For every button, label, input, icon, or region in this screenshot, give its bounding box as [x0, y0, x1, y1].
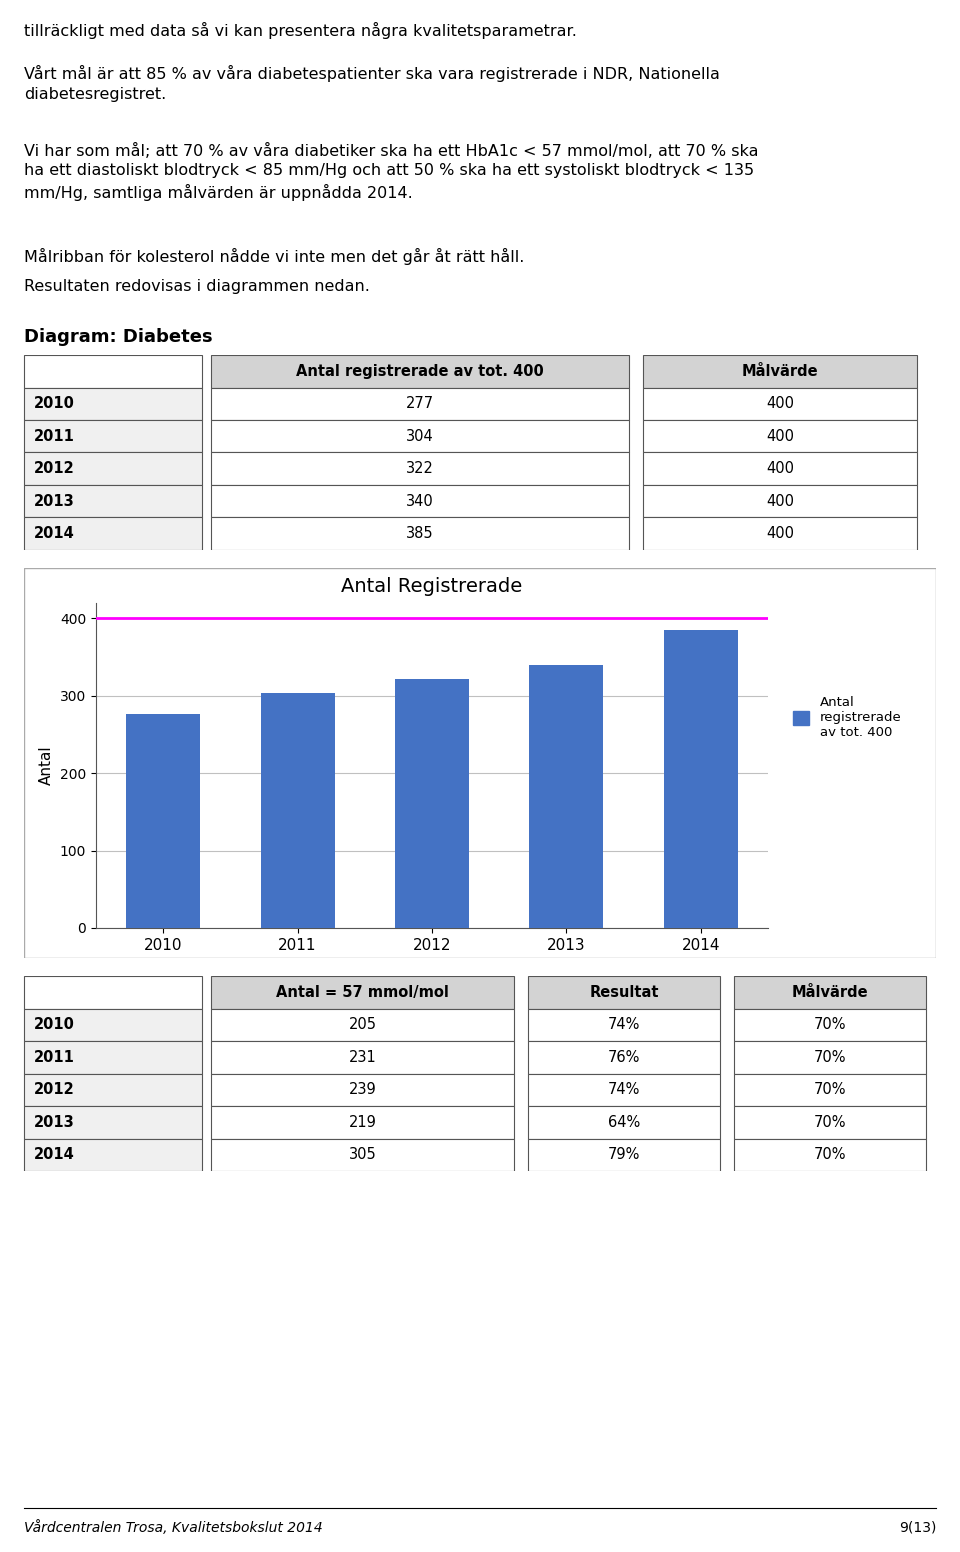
Text: 305: 305	[348, 1147, 376, 1162]
Bar	[396, 678, 468, 928]
FancyBboxPatch shape	[211, 1041, 514, 1074]
FancyBboxPatch shape	[643, 355, 917, 388]
Text: Målribban för kolesterol nådde vi inte men det går åt rätt håll.: Målribban för kolesterol nådde vi inte m…	[24, 248, 524, 265]
Text: Antal registrerade av tot. 400: Antal registrerade av tot. 400	[296, 363, 544, 379]
Title: Antal Registrerade: Antal Registrerade	[342, 577, 522, 596]
Text: 304: 304	[406, 428, 434, 444]
FancyBboxPatch shape	[24, 1009, 202, 1041]
FancyBboxPatch shape	[24, 388, 202, 421]
Text: 400: 400	[766, 494, 794, 509]
Text: 205: 205	[348, 1017, 376, 1032]
Text: 400: 400	[766, 461, 794, 476]
Text: 9(13): 9(13)	[899, 1521, 936, 1535]
FancyBboxPatch shape	[211, 1107, 514, 1139]
Bar	[663, 630, 737, 928]
FancyBboxPatch shape	[643, 453, 917, 484]
FancyBboxPatch shape	[528, 1139, 720, 1172]
FancyBboxPatch shape	[211, 1074, 514, 1107]
Text: 70%: 70%	[814, 1049, 847, 1065]
Text: tillräckligt med data så vi kan presentera några kvalitetsparametrar.: tillräckligt med data så vi kan presente…	[24, 22, 577, 39]
FancyBboxPatch shape	[734, 1139, 926, 1172]
Text: 79%: 79%	[608, 1147, 640, 1162]
FancyBboxPatch shape	[528, 1041, 720, 1074]
Text: Målvärde: Målvärde	[742, 363, 818, 379]
Text: 70%: 70%	[814, 1082, 847, 1097]
Text: 239: 239	[348, 1082, 376, 1097]
Text: 70%: 70%	[814, 1017, 847, 1032]
Text: 2012: 2012	[34, 1082, 74, 1097]
FancyBboxPatch shape	[734, 1041, 926, 1074]
FancyBboxPatch shape	[734, 1107, 926, 1139]
Text: Vårdcentralen Trosa, Kvalitetsbokslut 2014: Vårdcentralen Trosa, Kvalitetsbokslut 20…	[24, 1519, 323, 1535]
FancyBboxPatch shape	[211, 355, 629, 388]
Text: Resultat: Resultat	[589, 986, 659, 999]
Text: 2013: 2013	[34, 494, 74, 509]
Text: 2013: 2013	[34, 1114, 74, 1130]
Y-axis label: Antal: Antal	[39, 745, 55, 785]
FancyBboxPatch shape	[643, 484, 917, 517]
FancyBboxPatch shape	[643, 388, 917, 421]
FancyBboxPatch shape	[24, 1107, 202, 1139]
Text: 74%: 74%	[608, 1082, 640, 1097]
FancyBboxPatch shape	[24, 484, 202, 517]
Text: 2014: 2014	[34, 526, 74, 542]
FancyBboxPatch shape	[211, 388, 629, 421]
FancyBboxPatch shape	[24, 1139, 202, 1172]
FancyBboxPatch shape	[528, 1009, 720, 1041]
Text: Vårt mål är att 85 % av våra diabetespatienter ska vara registrerade i NDR, Nati: Vårt mål är att 85 % av våra diabetespat…	[24, 65, 720, 102]
FancyBboxPatch shape	[528, 1107, 720, 1139]
FancyBboxPatch shape	[211, 1139, 514, 1172]
Text: 2014: 2014	[34, 1147, 74, 1162]
Text: Antal = 57 mmol/mol: Antal = 57 mmol/mol	[276, 986, 449, 999]
FancyBboxPatch shape	[211, 484, 629, 517]
Bar	[529, 664, 604, 928]
Bar	[260, 692, 334, 928]
FancyBboxPatch shape	[24, 355, 202, 388]
FancyBboxPatch shape	[528, 976, 720, 1009]
Text: 64%: 64%	[608, 1114, 640, 1130]
FancyBboxPatch shape	[643, 517, 917, 549]
Text: Diagram: Diabetes: Diagram: Diabetes	[24, 329, 212, 346]
Text: 340: 340	[406, 494, 434, 509]
Text: 76%: 76%	[608, 1049, 640, 1065]
Text: 400: 400	[766, 396, 794, 411]
FancyBboxPatch shape	[211, 453, 629, 484]
FancyBboxPatch shape	[734, 1074, 926, 1107]
Text: 322: 322	[406, 461, 434, 476]
FancyBboxPatch shape	[528, 1074, 720, 1107]
Text: Vi har som mål; att 70 % av våra diabetiker ska ha ett HbA1c < 57 mmol/mol, att : Vi har som mål; att 70 % av våra diabeti…	[24, 143, 758, 202]
Legend: Antal
registrerade
av tot. 400: Antal registrerade av tot. 400	[788, 691, 907, 745]
Text: 2010: 2010	[34, 1017, 75, 1032]
FancyBboxPatch shape	[643, 421, 917, 453]
FancyBboxPatch shape	[24, 453, 202, 484]
Text: 74%: 74%	[608, 1017, 640, 1032]
FancyBboxPatch shape	[211, 421, 629, 453]
FancyBboxPatch shape	[24, 1041, 202, 1074]
Text: 2011: 2011	[34, 1049, 75, 1065]
Text: 2012: 2012	[34, 461, 74, 476]
Text: 400: 400	[766, 526, 794, 542]
FancyBboxPatch shape	[24, 1074, 202, 1107]
FancyBboxPatch shape	[734, 976, 926, 1009]
Text: 277: 277	[406, 396, 434, 411]
FancyBboxPatch shape	[734, 1009, 926, 1041]
Text: 400: 400	[766, 428, 794, 444]
FancyBboxPatch shape	[211, 976, 514, 1009]
Bar	[127, 714, 200, 928]
FancyBboxPatch shape	[24, 517, 202, 549]
Text: 70%: 70%	[814, 1114, 847, 1130]
Text: 2011: 2011	[34, 428, 75, 444]
FancyBboxPatch shape	[211, 517, 629, 549]
Text: 2010: 2010	[34, 396, 75, 411]
FancyBboxPatch shape	[24, 421, 202, 453]
FancyBboxPatch shape	[211, 1009, 514, 1041]
FancyBboxPatch shape	[24, 976, 202, 1009]
Text: 219: 219	[348, 1114, 376, 1130]
Text: Resultaten redovisas i diagrammen nedan.: Resultaten redovisas i diagrammen nedan.	[24, 279, 370, 293]
Text: 231: 231	[348, 1049, 376, 1065]
Text: 385: 385	[406, 526, 434, 542]
Text: 70%: 70%	[814, 1147, 847, 1162]
FancyBboxPatch shape	[24, 568, 936, 958]
Text: Målvärde: Målvärde	[792, 986, 869, 999]
